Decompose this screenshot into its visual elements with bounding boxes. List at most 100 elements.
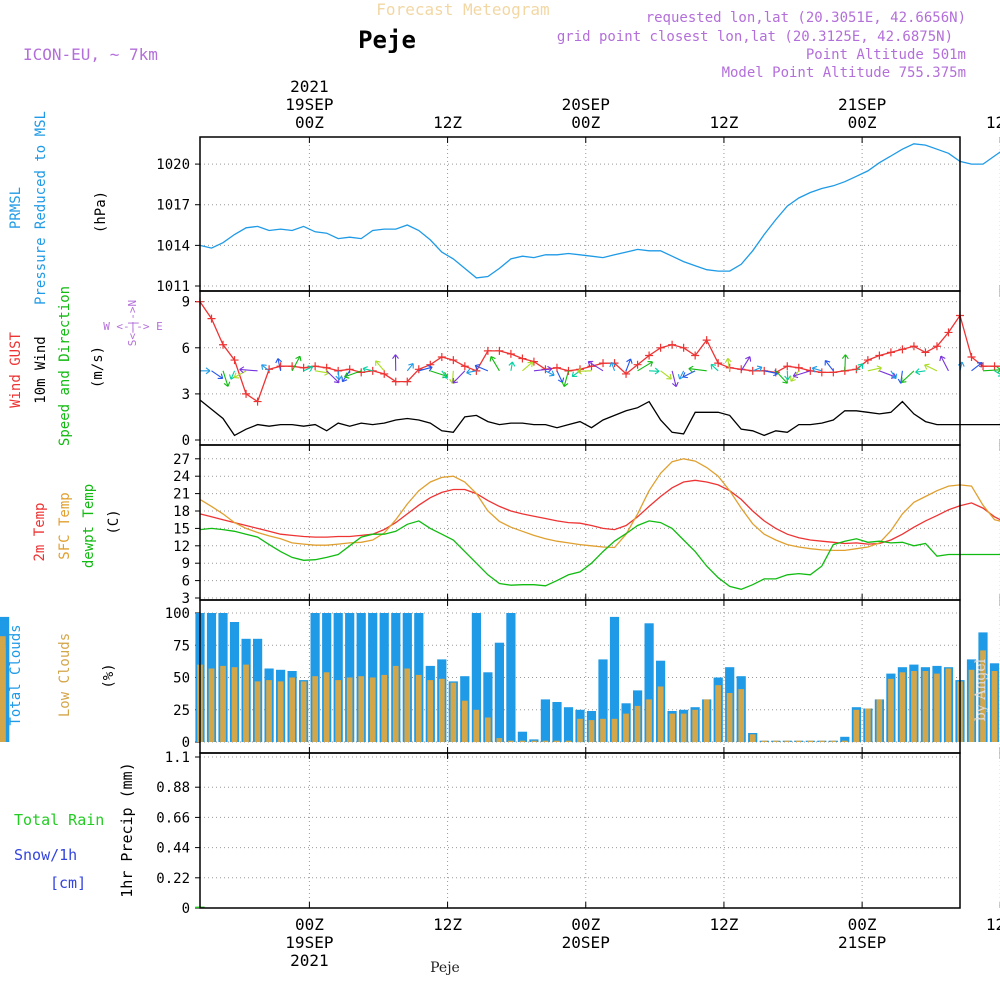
legend-snow-unit: [cm] [50,874,86,892]
y-tick-label: 12 [173,539,190,555]
low-cloud-bar [312,676,318,742]
gust-marker [886,348,895,357]
wind-arrow [587,361,604,372]
wind-arrow [740,356,751,372]
wind-arrow [490,356,500,372]
wind-arrow [752,366,763,372]
gust-marker [633,360,642,369]
low-cloud-bar [842,740,848,742]
wind-arrow-head [587,360,594,367]
wind-arrow-head [710,363,717,370]
y-tick-label: 1020 [156,157,190,173]
low-cloud-bar [231,667,238,742]
bottom-date-label: 20SEP [562,933,610,952]
wind-arrow [824,360,834,372]
wind-arrow-head [557,377,565,383]
wind-arrow-head [474,363,481,371]
wind-arrow [545,370,555,376]
gust-marker [253,397,262,406]
y-tick-label: 0 [182,901,190,917]
y-tick-label: 1011 [156,279,190,295]
gust-marker [495,346,504,355]
y-tick-label: 3 [182,591,190,607]
top-time-axis: 00Z19SEP202112Z00Z20SEP12Z00Z21SEP12Z [285,77,1000,132]
gust-marker [737,365,746,374]
wind-arrow-head [824,359,831,366]
low-cloud-bar [0,646,6,742]
wind-arrow-head [427,364,433,372]
gust-marker [242,389,251,398]
wind-arrow [867,367,882,372]
low-cloud-bar [830,740,837,742]
y-tick-label: 75 [173,638,190,654]
series-dewpt-temp [199,520,1000,590]
wind-arrow-head [666,373,672,380]
wind-arrow-head [307,365,314,372]
wind-arrow-head [362,366,368,373]
label-sfc-temp: SFC Temp [57,492,73,559]
y-tick-label: 9 [182,556,190,572]
low-cloud-bar [554,740,560,742]
wind-arrow-head [647,360,654,367]
wind-arrow [303,366,313,372]
wind-arrow [901,370,915,383]
gust-marker [645,351,654,360]
bottom-hour-label: 12Z [709,915,738,934]
bottom-hour-label: 00Z [848,915,877,934]
wind-arrow-head [205,367,211,375]
gust-marker [552,363,561,372]
label-1hr-precip: 1hr Precip (mm) [118,762,136,897]
info-line-point-altitude: Point Altitude 501m [806,47,966,63]
y-tick-label: 0 [182,433,190,449]
wind-arrow-head [508,361,516,367]
wind-arrow-head [571,371,578,378]
series-10m-wind [199,399,1000,437]
label-low-clouds: Low Clouds [57,633,73,717]
low-cloud-bar [588,720,595,742]
total-cloud-bar [483,672,493,742]
wind-arrow-head [939,355,946,362]
total-cloud-bar [506,613,516,742]
y-tick-label: 0.44 [156,841,190,857]
wind-arrow [679,370,685,380]
y-tick-label: 24 [173,469,190,485]
low-cloud-bar [485,717,491,742]
wind-arrow-head [261,364,267,370]
y-tick-label: 27 [173,452,190,468]
wind-arrow [326,370,340,384]
y-tick-label: 6 [182,341,190,357]
wind-arrow-head [891,373,898,380]
low-cloud-bar [761,740,768,742]
gust-marker [437,353,446,362]
y-tick-label: 1014 [156,238,190,254]
gust-marker [599,359,608,368]
wind-arrow-head [442,373,449,379]
wind-arrow [233,370,247,378]
label-10m-wind: 10m Wind [33,336,49,403]
gust-marker [944,328,953,337]
top-date-label: 20SEP [562,95,610,114]
total-cloud-bar [333,613,343,742]
gust-marker [829,368,838,377]
wind-arrow [474,365,489,372]
gust-marker [863,356,872,365]
total-cloud-bar [563,707,574,742]
bottom-hour-label: 00Z [295,915,324,934]
bottom-time-axis: 00Z19SEP202112Z00Z20SEP12Z00Z21SEP12Z [285,915,1000,970]
wind-arrow [239,368,258,372]
low-cloud-bar [254,681,261,742]
low-cloud-bar [611,718,618,742]
low-cloud-bar [623,713,629,742]
top-date-label: 19SEP [285,95,333,114]
low-cloud-bar [508,740,514,742]
low-cloud-bar [911,671,917,742]
wind-arrow [625,358,632,372]
location-title: Peje [358,26,416,54]
wind-arrow [890,370,897,379]
wind-arrow [211,370,224,379]
y-tick-label: 100 [165,606,190,622]
gust-marker [852,365,861,374]
bottom-year-label: 2021 [290,951,329,970]
